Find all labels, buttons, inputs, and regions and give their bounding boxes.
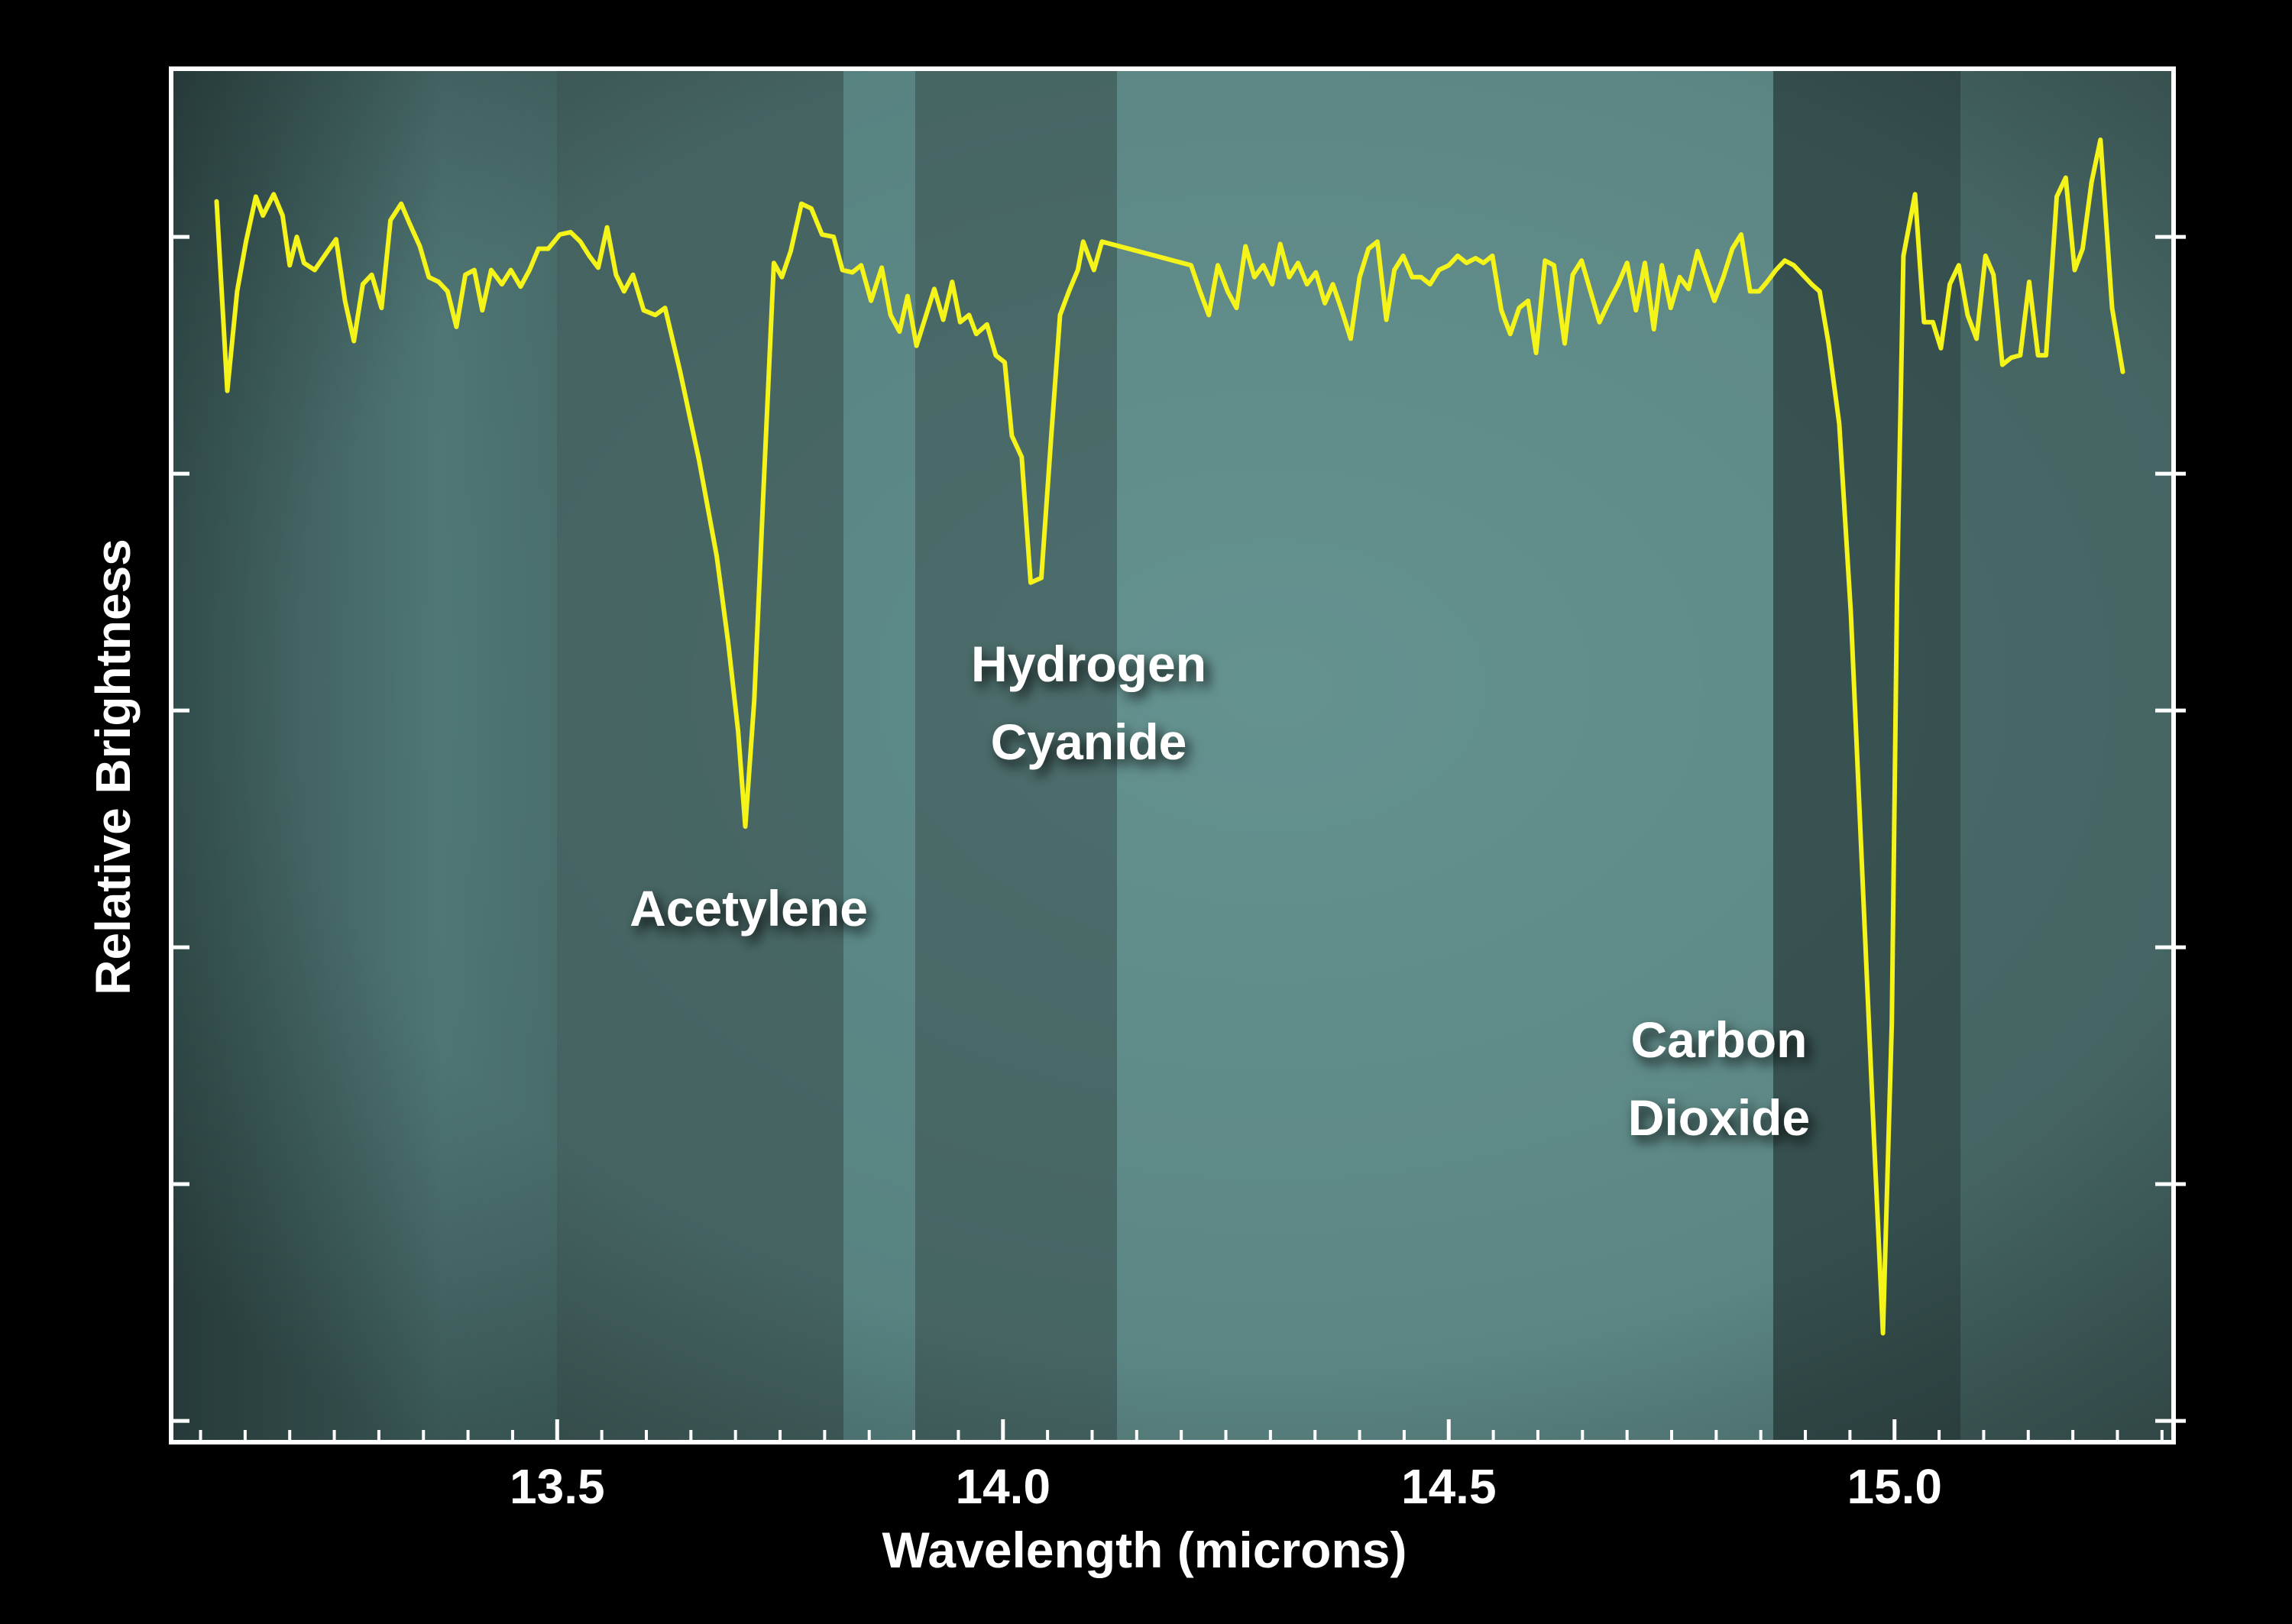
annotation: Cyanide bbox=[991, 713, 1187, 770]
x-tick-label: 14.0 bbox=[955, 1459, 1050, 1514]
x-tick-label: 14.5 bbox=[1401, 1459, 1497, 1514]
plot-background bbox=[171, 69, 2174, 1442]
x-tick-label: 15.0 bbox=[1847, 1459, 1942, 1514]
annotation: Carbon bbox=[1631, 1011, 1808, 1068]
y-axis-label: Relative Brightness bbox=[86, 539, 141, 995]
plot-frame bbox=[169, 66, 2176, 1444]
spectrum-line bbox=[214, 137, 2125, 1336]
annotation: Acetylene bbox=[630, 880, 868, 937]
annotation: Dioxide bbox=[1628, 1089, 1810, 1146]
x-tick-label: 13.5 bbox=[510, 1459, 605, 1514]
labels: Acetylene Hydrogen Cyanide Carbon Dioxid… bbox=[86, 539, 1942, 1578]
annotation: Hydrogen bbox=[971, 636, 1206, 692]
x-axis-label: Wavelength (microns) bbox=[882, 1522, 1407, 1578]
data-layer bbox=[214, 137, 2125, 1336]
